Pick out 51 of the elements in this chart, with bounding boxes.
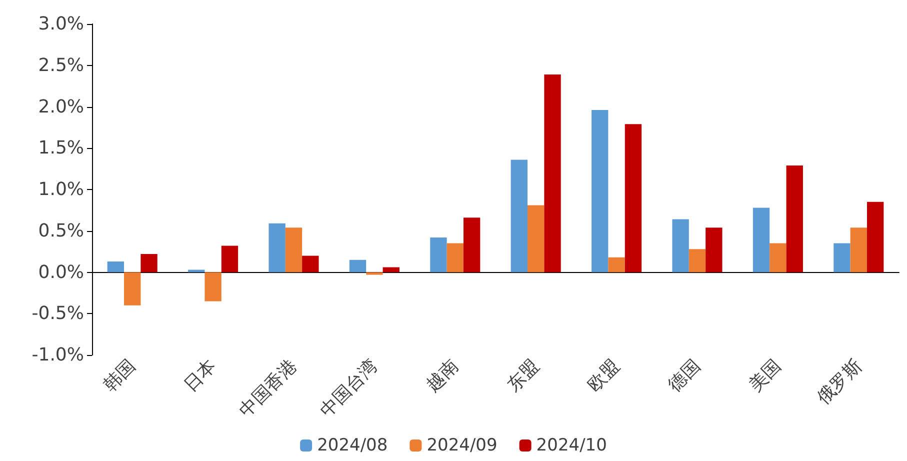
bar — [446, 243, 464, 272]
y-tick-label: 0.0% — [38, 262, 84, 283]
bar — [850, 228, 867, 272]
y-tick-label: -0.5% — [32, 303, 84, 324]
bar — [124, 272, 141, 306]
bar — [268, 223, 286, 272]
bar — [302, 256, 319, 272]
bar — [528, 205, 544, 272]
bar — [834, 243, 850, 272]
x-tick-label: 俄罗斯 — [813, 356, 866, 409]
bar — [107, 261, 124, 272]
bar — [688, 249, 706, 272]
bar — [140, 254, 158, 272]
bar — [204, 272, 222, 302]
bar — [382, 267, 400, 272]
x-tick-label: 中国台湾 — [316, 356, 382, 422]
bar — [866, 202, 884, 272]
y-tick-label: 2.5% — [38, 54, 84, 76]
bar — [430, 237, 447, 272]
y-tick-label: 1.0% — [38, 179, 84, 200]
y-tick-label: 1.5% — [38, 138, 84, 159]
x-tick-label: 中国香港 — [235, 356, 302, 422]
x-tick-label: 东盟 — [502, 356, 544, 396]
bar — [188, 270, 205, 272]
bar — [786, 166, 803, 272]
bar — [770, 243, 786, 272]
bar — [672, 219, 689, 272]
legend-label: 2024/09 — [426, 436, 498, 456]
bar — [608, 257, 625, 272]
bar — [463, 218, 480, 272]
x-tick-label: 美国 — [745, 356, 786, 396]
bar — [706, 228, 722, 272]
x-tick-label: 德国 — [664, 356, 705, 396]
legend-label: 2024/08 — [317, 436, 388, 456]
y-tick-label: 0.5% — [38, 220, 84, 242]
y-tick-label: -1.0% — [32, 344, 84, 366]
bar — [544, 74, 561, 272]
y-tick-label: 3.0% — [38, 14, 84, 34]
x-tick-label: 欧盟 — [584, 356, 624, 396]
bar — [510, 160, 528, 272]
legend-label: 2024/10 — [536, 436, 607, 456]
x-tick-label: 韩国 — [99, 356, 140, 396]
x-tick-label: 越南 — [422, 356, 463, 396]
bar — [285, 228, 302, 272]
bar — [624, 124, 642, 272]
x-tick-label: 日本 — [180, 356, 220, 396]
bar — [752, 208, 770, 272]
bar — [592, 110, 608, 272]
bar — [221, 246, 238, 272]
y-tick-label: 2.0% — [38, 96, 84, 118]
bar — [349, 260, 366, 272]
